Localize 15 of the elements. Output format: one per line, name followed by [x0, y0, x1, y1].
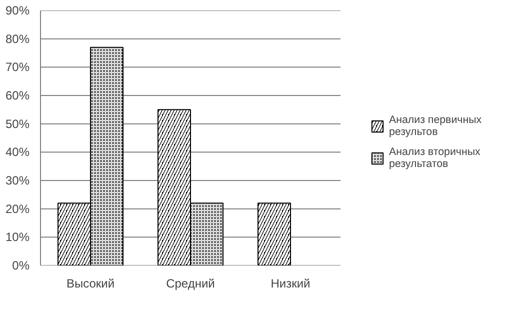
legend-label: Анализ вторичных результатов	[389, 146, 480, 170]
y-tick-label: 20%	[5, 202, 30, 216]
y-tick-label: 60%	[5, 88, 30, 102]
legend-label: Анализ первичных результов	[389, 114, 482, 138]
y-tick-label: 30%	[5, 174, 30, 188]
y-tick-label: 40%	[5, 145, 30, 160]
y-tick-label: 90%	[5, 4, 30, 18]
y-tick-label: 70%	[5, 60, 30, 74]
y-tick-label: 50%	[5, 116, 30, 131]
y-tick-label: 10%	[5, 230, 30, 244]
x-tick-label: Высокий	[66, 276, 115, 290]
x-tick-label: Низкий	[270, 276, 310, 290]
x-tick-label: Средний	[166, 276, 215, 290]
y-tick-label: 0%	[12, 258, 30, 272]
y-tick-label: 80%	[5, 32, 30, 46]
